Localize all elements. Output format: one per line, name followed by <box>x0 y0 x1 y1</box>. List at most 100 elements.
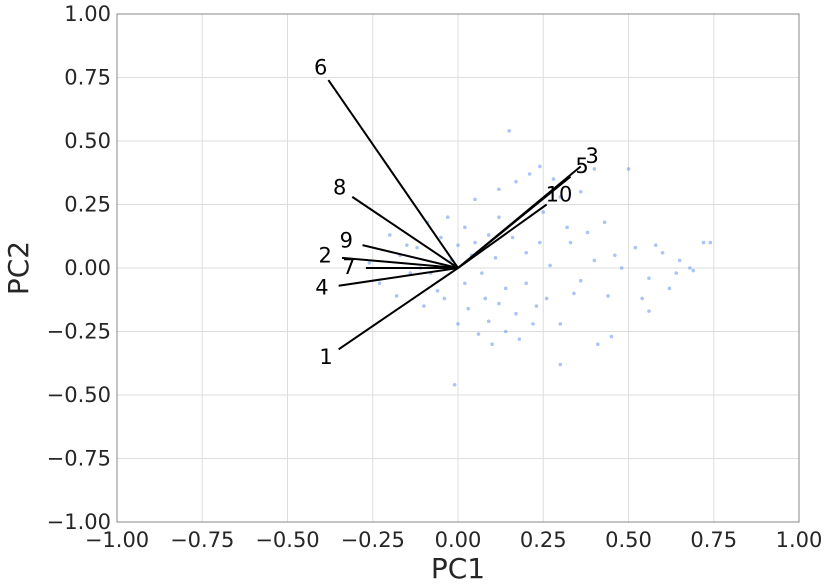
y-tick-label: −0.25 <box>47 320 111 344</box>
data-point <box>691 268 696 273</box>
data-point <box>619 266 624 270</box>
x-tick-labels: −1.00 −0.75 −0.50 −0.25 0.00 0.25 0.50 0.75 1.00 <box>85 528 823 552</box>
y-tick-label: −0.75 <box>47 447 111 471</box>
data-point <box>708 240 713 245</box>
data-point <box>640 296 644 301</box>
loading-vector-5 <box>457 175 572 269</box>
data-point <box>377 281 382 286</box>
data-point <box>394 294 399 298</box>
data-point <box>415 245 419 250</box>
loading-vectors: 1 2 3 4 5 6 7 8 9 10 <box>314 56 599 369</box>
data-point <box>473 197 477 202</box>
data-point <box>606 294 610 298</box>
data-point <box>503 286 508 291</box>
data-point <box>572 291 576 296</box>
data-point <box>613 253 617 258</box>
data-point <box>551 177 556 181</box>
data-point <box>609 334 614 339</box>
data-point <box>405 243 409 247</box>
data-point <box>493 256 498 260</box>
data-point <box>476 332 481 336</box>
loading-label-10: 10 <box>546 183 573 207</box>
data-point <box>445 215 450 219</box>
data-point <box>558 322 563 326</box>
data-point <box>688 266 692 270</box>
data-point <box>497 187 501 192</box>
data-point <box>538 164 542 169</box>
data-point <box>503 329 508 334</box>
loading-label-5: 5 <box>575 154 588 178</box>
scatter-points <box>367 129 713 387</box>
data-point <box>497 215 501 219</box>
data-point <box>592 167 597 171</box>
data-point <box>602 220 607 225</box>
data-point <box>486 233 491 237</box>
x-tick-label: −0.25 <box>341 528 405 552</box>
data-point <box>456 322 460 326</box>
data-point <box>585 230 590 235</box>
data-point <box>524 281 528 286</box>
loading-vector-4 <box>338 267 459 287</box>
data-point <box>544 296 549 301</box>
loading-vector-10 <box>457 203 548 269</box>
data-point <box>558 362 563 367</box>
data-point <box>514 179 518 184</box>
data-point <box>490 342 494 347</box>
loading-label-8: 8 <box>333 175 346 199</box>
x-tick-label: 0.00 <box>435 528 482 552</box>
data-point <box>677 258 682 263</box>
y-axis-label: PC2 <box>2 241 35 295</box>
loading-label-6: 6 <box>314 56 327 80</box>
loading-label-9: 9 <box>340 228 353 252</box>
data-point <box>596 342 600 347</box>
data-point <box>578 190 583 194</box>
data-point <box>647 309 651 313</box>
data-point <box>626 167 631 171</box>
data-point <box>633 245 638 250</box>
data-point <box>524 250 528 255</box>
y-tick-label: −1.00 <box>47 510 111 534</box>
data-point <box>592 258 597 263</box>
data-point <box>463 281 467 286</box>
data-point <box>388 233 392 237</box>
x-tick-label: 0.50 <box>605 528 652 552</box>
y-tick-label: −0.50 <box>47 383 111 407</box>
loading-label-4: 4 <box>315 275 328 299</box>
loading-vector-6 <box>327 79 459 269</box>
data-point <box>647 276 651 280</box>
loading-vector-9 <box>362 244 459 269</box>
data-point <box>667 286 672 291</box>
x-tick-label: −1.00 <box>85 528 149 552</box>
data-point <box>507 129 511 133</box>
data-point <box>701 240 706 245</box>
data-point <box>442 296 447 301</box>
data-point <box>531 322 535 326</box>
y-tick-label: 0.75 <box>64 66 111 90</box>
data-point <box>497 301 501 306</box>
x-tick-label: 1.00 <box>776 528 823 552</box>
data-point <box>514 311 518 316</box>
data-point <box>466 306 471 311</box>
data-point <box>422 304 426 308</box>
data-point <box>473 240 477 245</box>
data-point <box>660 250 665 255</box>
x-axis-label: PC1 <box>431 552 485 585</box>
y-tick-label: 1.00 <box>64 2 111 26</box>
data-point <box>541 210 546 214</box>
x-tick-label: −0.75 <box>170 528 234 552</box>
y-tick-label: 0.25 <box>64 193 111 217</box>
loading-label-2: 2 <box>318 243 331 267</box>
data-point <box>483 296 488 301</box>
data-point <box>435 289 440 293</box>
loading-vector-8 <box>351 196 459 269</box>
x-tick-label: 0.75 <box>690 528 737 552</box>
loading-vector-2 <box>341 256 459 269</box>
data-point <box>452 383 457 387</box>
data-point <box>456 243 460 247</box>
loading-vector-1 <box>338 267 459 351</box>
x-tick-label: 0.25 <box>520 528 567 552</box>
data-point <box>510 235 515 240</box>
data-point <box>534 304 539 308</box>
data-point <box>538 240 542 245</box>
